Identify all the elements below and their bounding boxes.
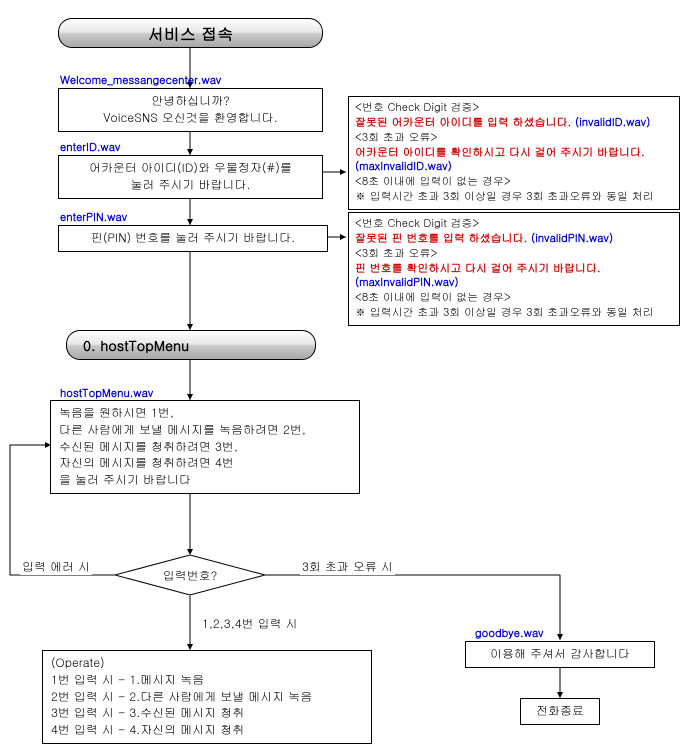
enterpin-wav-label: enterPIN.wav bbox=[60, 210, 127, 225]
edge-left-label: 입력 에러 시 bbox=[20, 558, 92, 575]
enterid-line1: 어카운터 아이디(ID)와 우물정자(#)를 bbox=[67, 160, 314, 177]
decision-label: 입력번호? bbox=[163, 567, 218, 584]
note-id-box: <번호 Check Digit 검증> 잘못된 어카운터 아이디를 입력 하셨습… bbox=[348, 96, 680, 210]
welcome-box: 안녕하십니까? VoiceSNS 오신것을 환영합니다. bbox=[58, 88, 323, 132]
noteid-l1: <번호 Check Digit 검증> bbox=[355, 101, 673, 116]
notepin-l1: <번호 Check Digit 검증> bbox=[355, 217, 673, 232]
note-pin-box: <번호 Check Digit 검증> 잘못된 핀 번호를 입력 하셨습니다. … bbox=[348, 212, 680, 326]
hosttop-l3: 수신된 메시지를 청취하려면 3번, bbox=[59, 439, 351, 456]
notepin-l2a: 잘못된 핀 번호를 입력 하셨습니다. bbox=[355, 231, 527, 246]
hosttop-l2: 다른 사람에게 보낼 메시지를 녹음하려면 2번, bbox=[59, 422, 351, 439]
edge-right-label: 3회 초과 오류 시 bbox=[300, 558, 395, 575]
end-box: 전화종료 bbox=[520, 698, 600, 725]
hosttop-pill: 0. hostTopMenu bbox=[66, 330, 316, 360]
noteid-l2b: (invalidID.wav) bbox=[575, 115, 650, 130]
operate-l1: 1번 입력 시 - 1.메시지 녹음 bbox=[51, 672, 363, 689]
notepin-l3: <3회 초과 오류> bbox=[355, 247, 673, 262]
noteid-l3: <3회 초과 오류> bbox=[355, 131, 673, 146]
notepin-l4a: 핀 번호를 확인하시고 다시 걸어 주시기 바랍니다. bbox=[355, 262, 673, 277]
operate-l2: 2번 입력 시 - 2.다른 사람에게 보낼 메시지 녹음 bbox=[51, 689, 363, 706]
welcome-line1: 안녕하십니까? bbox=[67, 93, 314, 110]
operate-l3: 3번 입력 시 - 3.수신된 메시지 청취 bbox=[51, 705, 363, 722]
goodbye-wav-label: goodbye.wav bbox=[475, 626, 544, 641]
noteid-l4a: 어카운터 아이디를 확인하시고 다시 걸어 주시기 바랍니다. bbox=[355, 146, 673, 161]
notepin-l5: (maxInvalidPIN.wav) bbox=[355, 276, 673, 291]
operate-box: (Operate) 1번 입력 시 - 1.메시지 녹음 2번 입력 시 - 2… bbox=[42, 650, 372, 744]
hosttop-wav-label: hostTopMenu.wav bbox=[60, 386, 153, 401]
hosttop-pill-label: 0. hostTopMenu bbox=[83, 335, 189, 355]
hosttop-l1: 녹음을 원하시면 1번, bbox=[59, 405, 351, 422]
enterid-line2: 눌러 주시기 바랍니다. bbox=[67, 177, 314, 194]
notepin-l7: ※ 입력시간 초과 3회 이상일 경우 3회 초과오류와 동일 처리 bbox=[355, 306, 673, 321]
enterid-box: 어카운터 아이디(ID)와 우물정자(#)를 눌러 주시기 바랍니다. bbox=[58, 155, 323, 199]
operate-l4: 4번 입력 시 - 4.자신의 메시지 청취 bbox=[51, 722, 363, 739]
noteid-l7: ※ 입력시간 초과 3회 이상일 경우 3회 초과오류와 동일 처리 bbox=[355, 190, 673, 205]
start-node: 서비스 접속 bbox=[58, 18, 323, 48]
decision-node: 입력번호? bbox=[115, 555, 265, 595]
enterpin-box: 핀(PIN) 번호를 눌러 주시기 바랍니다. bbox=[58, 225, 328, 252]
welcome-line2: VoiceSNS 오신것을 환영합니다. bbox=[67, 110, 314, 127]
start-label: 서비스 접속 bbox=[148, 22, 233, 45]
notepin-l2b: (invalidPIN.wav) bbox=[531, 231, 613, 246]
end-text: 전화종료 bbox=[529, 703, 591, 720]
notepin-l6: <8초 이내에 입력이 없는 경우> bbox=[355, 291, 673, 306]
enterid-wav-label: enterID.wav bbox=[60, 140, 121, 155]
operate-l0: (Operate) bbox=[51, 655, 363, 672]
noteid-l6: <8초 이내에 입력이 없는 경우> bbox=[355, 175, 673, 190]
goodbye-text: 이용해 주셔서 감사합니다 bbox=[474, 646, 646, 663]
edge-down-label: 1,2,3,4번 입력 시 bbox=[200, 615, 300, 632]
hosttop-box: 녹음을 원하시면 1번, 다른 사람에게 보낼 메시지를 녹음하려면 2번, 수… bbox=[50, 400, 360, 494]
hosttop-l5: 을 눌러 주시기 바랍니다 bbox=[59, 472, 351, 489]
enterpin-text: 핀(PIN) 번호를 눌러 주시기 바랍니다. bbox=[67, 230, 319, 247]
hosttop-l4: 자신의 메시지를 청취하려면 4번 bbox=[59, 455, 351, 472]
noteid-l2a: 잘못된 어카운터 아이디를 입력 하셨습니다. bbox=[355, 115, 571, 130]
noteid-l5: (maxInvalidID.wav) bbox=[355, 160, 673, 175]
welcome-wav-label: Welcome_messangecenter.wav bbox=[60, 73, 221, 88]
goodbye-box: 이용해 주셔서 감사합니다 bbox=[465, 641, 655, 668]
